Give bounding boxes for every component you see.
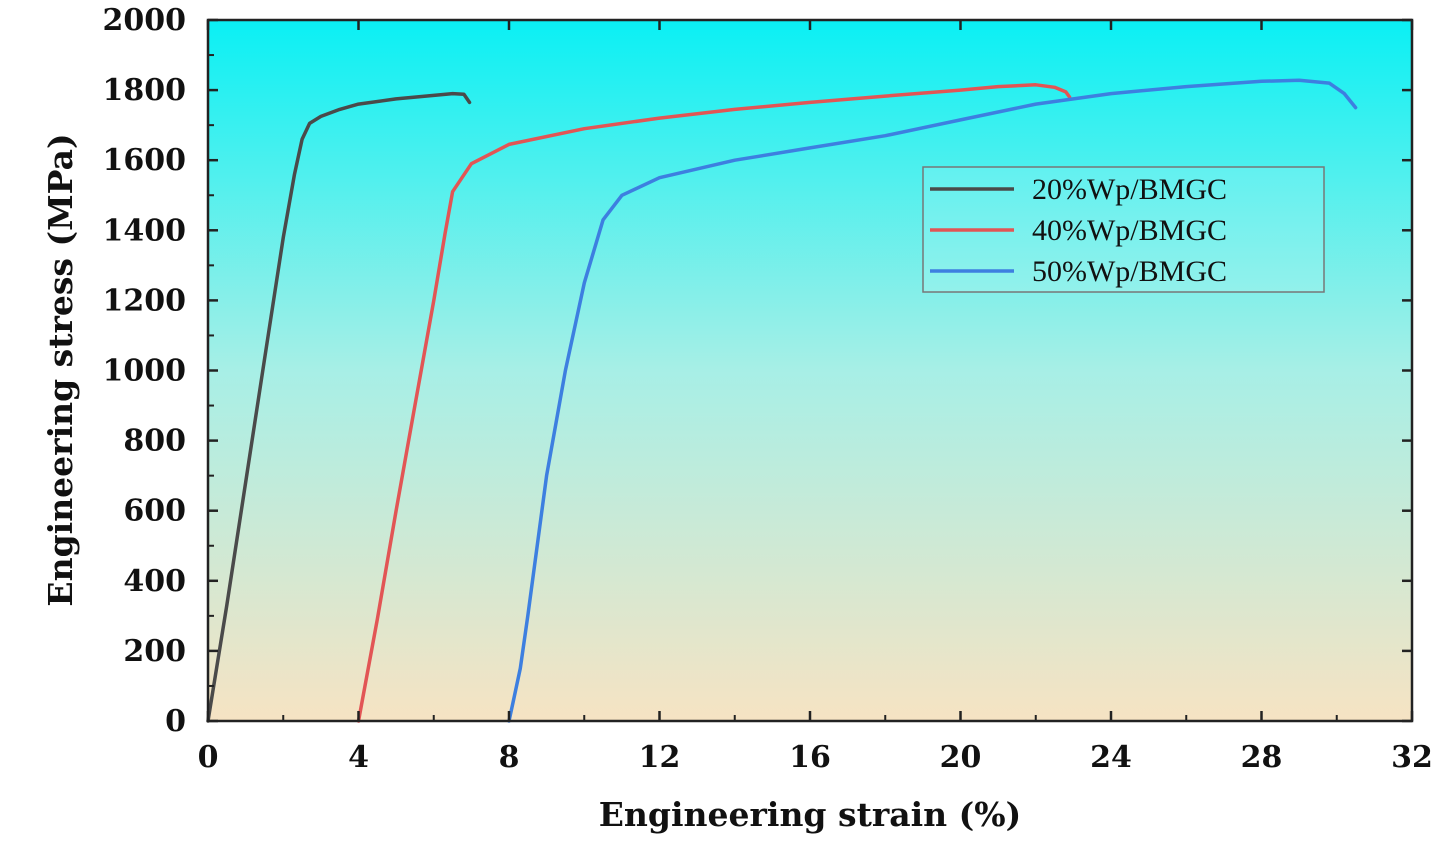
- x-tick-label: 28: [1241, 740, 1283, 775]
- series-line-1: [206, 91, 472, 723]
- y-tick-label: 200: [123, 634, 186, 669]
- legend-label-1: 20%Wp/BMGC: [1032, 173, 1227, 206]
- y-tick-label: 400: [123, 564, 186, 599]
- y-tick-label: 800: [123, 424, 186, 459]
- series-line-3: [507, 78, 1358, 723]
- x-tick-label: 4: [348, 740, 369, 775]
- legend: 20%Wp/BMGC 40%Wp/BMGC 50%Wp/BMGC: [922, 166, 1325, 293]
- plot-area: [208, 20, 1412, 721]
- y-tick-label: 0: [165, 704, 186, 739]
- x-tick-label: 12: [639, 740, 681, 775]
- y-tick-label: 1800: [103, 73, 187, 108]
- series-line-2: [356, 83, 1072, 723]
- y-tick-label: 2000: [103, 3, 187, 38]
- axes-layer: 0 4 8 12 16 20 24 28 32 0 200 400 600 800 1000 1200 1400…: [103, 3, 1433, 775]
- x-tick-label: 0: [198, 740, 219, 775]
- y-tick-label: 1000: [103, 354, 187, 389]
- x-tick-label: 8: [499, 740, 520, 775]
- x-tick-label: 24: [1090, 740, 1132, 775]
- x-tick-label: 16: [789, 740, 831, 775]
- y-tick-label: 1400: [103, 213, 187, 248]
- x-tick-label: 32: [1391, 740, 1433, 775]
- y-tick-label: 600: [123, 494, 186, 529]
- legend-label-3: 50%Wp/BMGC: [1032, 255, 1227, 288]
- x-tick-label: 20: [940, 740, 982, 775]
- x-axis-title: Engineering strain (%): [599, 795, 1021, 834]
- legend-label-2: 40%Wp/BMGC: [1032, 214, 1227, 247]
- y-tick-label: 1600: [103, 143, 187, 178]
- series-layer: [206, 78, 1358, 723]
- y-axis-title: Engineering stress (MPa): [41, 133, 80, 606]
- y-tick-label: 1200: [103, 283, 187, 318]
